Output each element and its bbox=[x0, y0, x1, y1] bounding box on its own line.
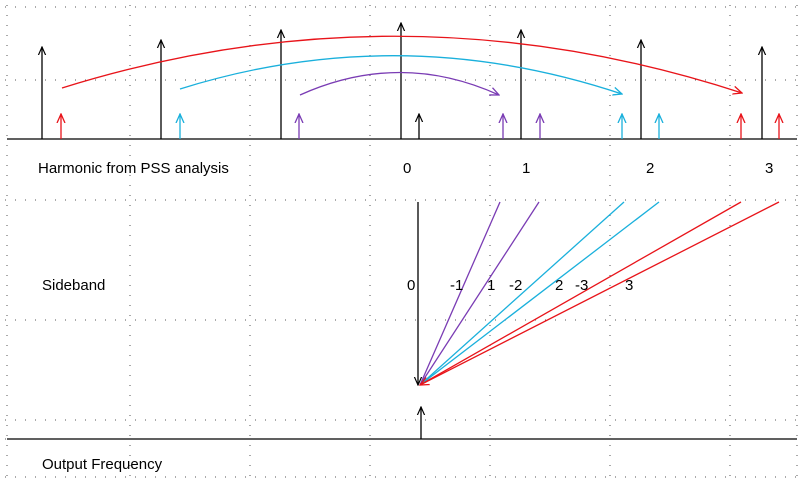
harmonic-number: 1 bbox=[522, 160, 530, 177]
sideband-line bbox=[419, 201, 501, 386]
harmonic-label: Harmonic from PSS analysis bbox=[38, 160, 229, 177]
harmonic-number: 0 bbox=[403, 160, 411, 177]
dotted-grid bbox=[5, 5, 800, 480]
sideband-line bbox=[419, 201, 540, 386]
short-arrows-cyan bbox=[180, 114, 659, 139]
short-arrows-red bbox=[61, 114, 779, 139]
sideband-number: 3 bbox=[625, 277, 633, 294]
sideband-number: -1 bbox=[450, 277, 463, 294]
sideband-cyan-lines bbox=[419, 201, 660, 386]
sideband-line bbox=[419, 201, 742, 386]
sideband-line bbox=[419, 201, 625, 386]
sideband-number: 2 bbox=[555, 277, 563, 294]
sideband-red-lines bbox=[419, 201, 780, 386]
cyan-curve-arrow bbox=[179, 55, 622, 94]
sideband-line bbox=[419, 201, 660, 386]
sideband-number: 0 bbox=[407, 277, 415, 294]
sideband-label: Sideband bbox=[42, 277, 105, 294]
output-frequency-label: Output Frequency bbox=[42, 456, 163, 473]
purple-curve-arrow bbox=[299, 71, 499, 96]
harmonic-number: 3 bbox=[765, 160, 773, 177]
sideband-line bbox=[420, 201, 780, 385]
red-curve-arrow bbox=[61, 35, 742, 93]
sideband-number: -2 bbox=[509, 277, 522, 294]
short-arrows-purple bbox=[299, 114, 540, 139]
harmonic-arrows bbox=[42, 23, 762, 139]
harmonic-number: 2 bbox=[646, 160, 654, 177]
sideband-number: 1 bbox=[487, 277, 495, 294]
sideband-number: -3 bbox=[575, 277, 588, 294]
sideband-purple-lines bbox=[419, 201, 540, 386]
